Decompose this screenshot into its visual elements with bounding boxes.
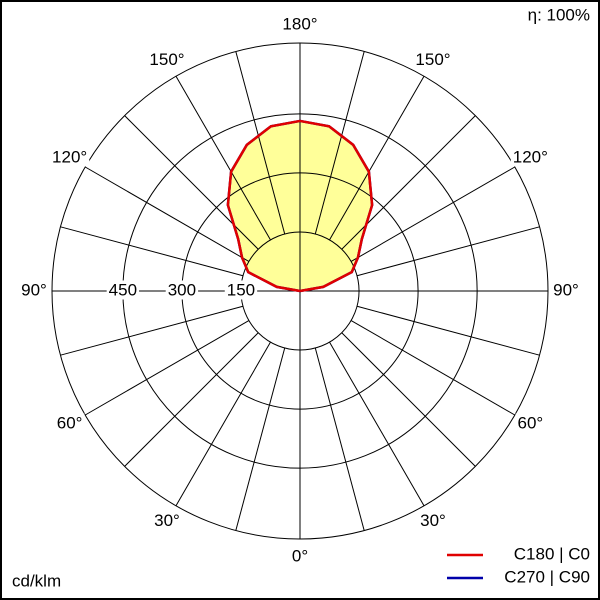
curve — [299, 119, 374, 293]
efficiency: η: 100% — [528, 5, 590, 24]
angle-tick-label: 30° — [154, 511, 180, 530]
spoke — [60, 226, 244, 277]
spoke — [329, 75, 425, 241]
angle-tick-label: 90° — [21, 280, 47, 299]
label-bg — [19, 280, 49, 300]
spoke — [356, 226, 540, 277]
labels: 150 300 450 0° 30° 60° 90° 120° 150° 180° 30° 60° 90… — [19, 14, 581, 566]
spoke — [356, 305, 540, 356]
spoke — [175, 341, 271, 507]
label-bg — [106, 280, 140, 300]
spoke — [175, 75, 271, 241]
label-bg — [152, 510, 182, 530]
angle-tick-label: 150° — [149, 50, 184, 69]
spoke — [235, 347, 286, 531]
angle-tick-label: 180° — [282, 14, 317, 33]
r-tick-label: 450 — [109, 280, 137, 299]
spoke — [329, 341, 425, 507]
label-bg — [510, 147, 550, 167]
spoke — [350, 320, 516, 416]
label-bg — [50, 147, 90, 167]
spoke — [124, 332, 259, 467]
spoke — [314, 51, 365, 235]
curve-fill — [300, 120, 373, 291]
curve-fill — [227, 120, 300, 291]
spoke — [341, 115, 476, 250]
spoke — [314, 347, 365, 531]
curve — [226, 119, 301, 293]
r-tick-label: 300 — [168, 280, 196, 299]
angle-tick-label: 30° — [420, 511, 446, 530]
label-bg — [224, 280, 258, 300]
spoke — [235, 51, 286, 235]
label-bg — [165, 280, 199, 300]
label-bg — [147, 50, 187, 70]
fills — [227, 120, 373, 291]
angle-tick-label: 120° — [513, 147, 548, 166]
angle-tick-label: 60° — [518, 413, 544, 432]
label-bg — [551, 280, 581, 300]
spoke — [84, 166, 250, 262]
spoke — [124, 115, 259, 250]
label-bg — [515, 413, 546, 433]
angle-tick-label: 60° — [57, 413, 83, 432]
spoke — [350, 166, 516, 262]
label-bg — [289, 546, 311, 566]
angle-tick-label: 90° — [553, 280, 579, 299]
spoke — [60, 305, 244, 356]
curves — [226, 119, 374, 293]
legend-label: C270 | C90 — [504, 567, 590, 586]
angle-tick-label: 150° — [415, 50, 450, 69]
label-bg — [54, 413, 85, 433]
angle-tick-label: 120° — [52, 147, 87, 166]
r-tick-label: 150 — [227, 280, 255, 299]
unit-label: cd/klm — [12, 571, 61, 590]
spoke — [84, 320, 250, 416]
spoke — [341, 332, 476, 467]
label-bg — [413, 50, 453, 70]
angle-tick-label: 0° — [292, 546, 308, 565]
label-bg — [280, 14, 320, 34]
label-bg — [418, 510, 448, 530]
legend-label: C180 | C0 — [514, 544, 590, 563]
